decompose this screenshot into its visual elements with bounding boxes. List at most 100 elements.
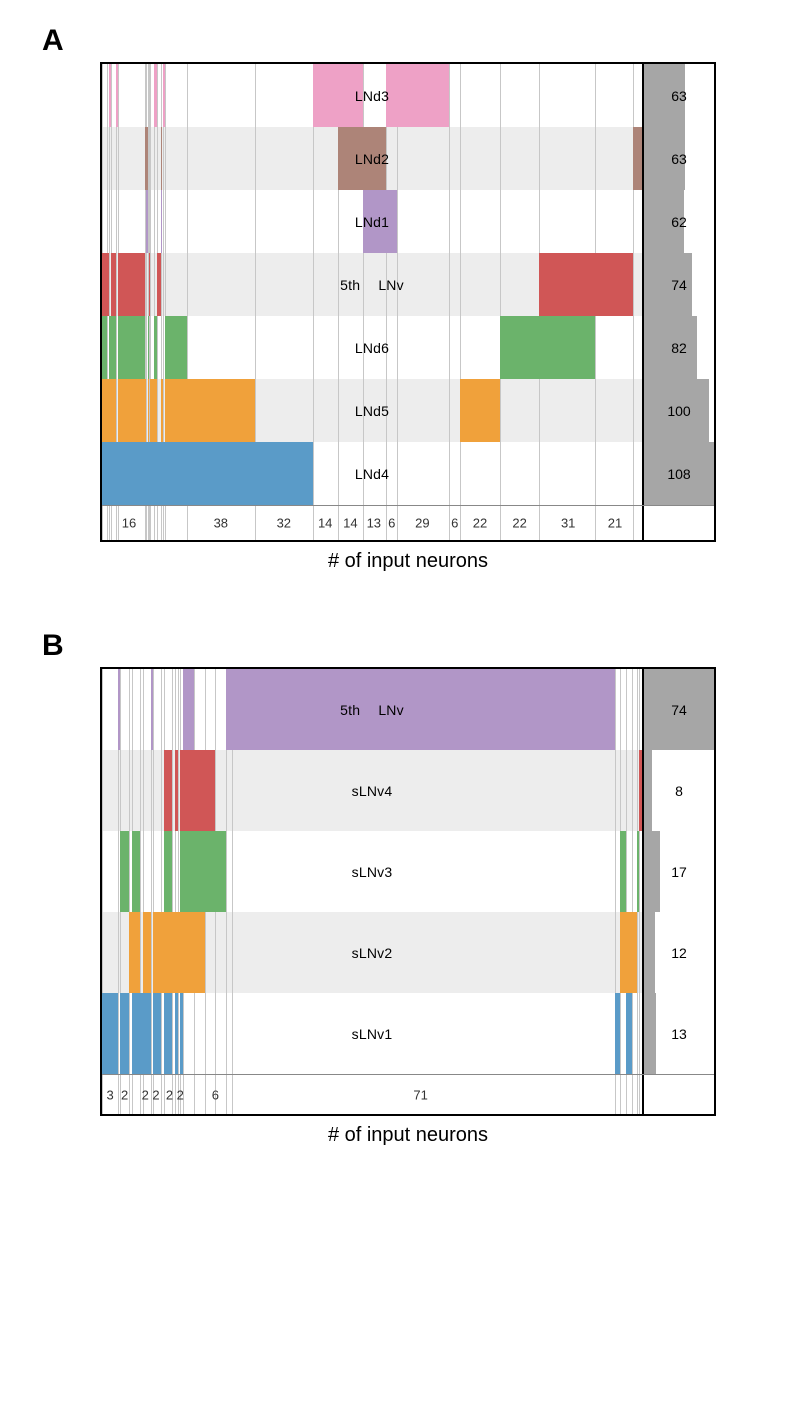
xlabel-A: # of input neurons <box>100 550 716 573</box>
bar-segment <box>183 750 194 831</box>
bar-segment <box>165 442 187 505</box>
bar-segment <box>194 831 205 912</box>
bar-segment <box>163 64 165 127</box>
bar-segment <box>102 993 118 1074</box>
axis-area: 16383214141362962222312120 <box>102 506 642 540</box>
bar-segment <box>148 379 150 442</box>
row-main-5thLNv: 5th LNv <box>102 253 642 316</box>
chart-A: LNd363LNd263LNd1625th LNv74LNd682LNd5100… <box>100 62 716 542</box>
row-total-cell: 8 <box>642 750 714 831</box>
bar-segment <box>157 253 161 316</box>
bar-segment <box>132 831 140 912</box>
bar-segment <box>205 750 216 831</box>
row-label: sLNv1 <box>102 1026 642 1042</box>
row-total-value: 74 <box>644 702 714 718</box>
bar-segment <box>338 127 363 190</box>
bar-segment <box>151 669 154 750</box>
row-total-value: 13 <box>644 1026 714 1042</box>
row-main-LNd5: LNd5 <box>102 379 642 442</box>
axis-tick: 2 <box>177 1087 184 1102</box>
bar-segment <box>153 912 161 993</box>
bar-segment <box>194 750 205 831</box>
row-total-cell: 63 <box>642 64 714 127</box>
axis-tick: 22 <box>512 516 526 531</box>
bar-segment <box>632 912 636 993</box>
row-main-sLNv1: sLNv1 <box>102 993 642 1074</box>
axis-tick: 6 <box>451 516 458 531</box>
bar-segment <box>164 993 172 1074</box>
row-LNd2: LNd263 <box>102 127 714 190</box>
row-main-sLNv4: sLNv4 <box>102 750 642 831</box>
row-5thLNv: 5th LNv74 <box>102 253 714 316</box>
bar-segment <box>363 190 386 253</box>
axis-tick: 13 <box>367 516 381 531</box>
axis-tick: 31 <box>561 516 575 531</box>
row-main-LNd3: LNd3 <box>102 64 642 127</box>
panel-letter-B: B <box>0 619 786 663</box>
axis-row: 16383214141362962222312120 <box>102 505 714 540</box>
row-total-value: 8 <box>644 783 714 799</box>
bar-segment <box>118 379 145 442</box>
bar-segment <box>539 253 595 316</box>
axis-tick: 2 <box>166 1087 173 1102</box>
axis-tick: 2 <box>142 1087 149 1102</box>
bar-segment <box>175 993 178 1074</box>
axis-tick: 16 <box>122 516 136 531</box>
bar-segment <box>149 253 150 316</box>
bar-segment <box>460 379 500 442</box>
bar-segment <box>146 190 147 253</box>
bar-segment <box>194 912 205 993</box>
bar-segment <box>637 831 640 912</box>
row-sLNv1: sLNv113 <box>102 993 714 1074</box>
bar-segment <box>615 993 620 1074</box>
row-total-cell: 82 <box>642 316 714 379</box>
row-total-cell: 62 <box>642 190 714 253</box>
row-total-cell: 108 <box>642 442 714 505</box>
row-LNd6: LNd682 <box>102 316 714 379</box>
row-main-sLNv2: sLNv2 <box>102 912 642 993</box>
axis-tick: 14 <box>343 516 357 531</box>
row-main-sLNv3: sLNv3 <box>102 831 642 912</box>
row-main-LNd2: LNd2 <box>102 127 642 190</box>
axis-area: 322222671 <box>102 1075 642 1114</box>
bar-segment <box>183 912 194 993</box>
bar-segment <box>175 750 178 831</box>
xlabel-B: # of input neurons <box>100 1124 716 1147</box>
gridlines <box>102 993 642 1074</box>
bar-segment <box>148 316 150 379</box>
bar-segment <box>187 442 255 505</box>
row-total-value: 12 <box>644 945 714 961</box>
bar-segment <box>539 316 595 379</box>
bar-segment <box>118 253 145 316</box>
bar-segment <box>102 316 107 379</box>
bar-segment <box>145 379 146 442</box>
chart-B: 5th LNv74sLNv48sLNv317sLNv212sLNv1133222… <box>100 667 716 1116</box>
bar-segment <box>165 379 187 442</box>
row-total-cell: 63 <box>642 127 714 190</box>
bar-segment <box>187 379 255 442</box>
bar-segment <box>132 993 140 1074</box>
axis-tick: 21 <box>608 516 622 531</box>
axis-tick: 29 <box>415 516 429 531</box>
bar-segment <box>386 64 397 127</box>
row-total-value: 100 <box>644 403 714 419</box>
row-total-value: 63 <box>644 151 714 167</box>
axis-tick: 32 <box>277 516 291 531</box>
bar-segment <box>500 316 540 379</box>
bar-segment <box>164 750 172 831</box>
bar-segment <box>143 912 151 993</box>
row-5thLNv: 5th LNv74 <box>102 669 714 750</box>
row-LNd3: LNd363 <box>102 64 714 127</box>
axis-tick: 2 <box>121 1087 128 1102</box>
gridlines <box>102 64 642 127</box>
row-sLNv3: sLNv317 <box>102 831 714 912</box>
row-LNd4: LNd4108 <box>102 442 714 505</box>
row-main-LNd1: LNd1 <box>102 190 642 253</box>
bar-segment <box>146 127 147 190</box>
bar-segment <box>107 253 109 316</box>
row-total-value: 17 <box>644 864 714 880</box>
axis-tick: 3 <box>106 1087 113 1102</box>
bar-segment <box>626 993 632 1074</box>
row-main-LNd4: LNd4 <box>102 442 642 505</box>
axis-tick: 22 <box>473 516 487 531</box>
